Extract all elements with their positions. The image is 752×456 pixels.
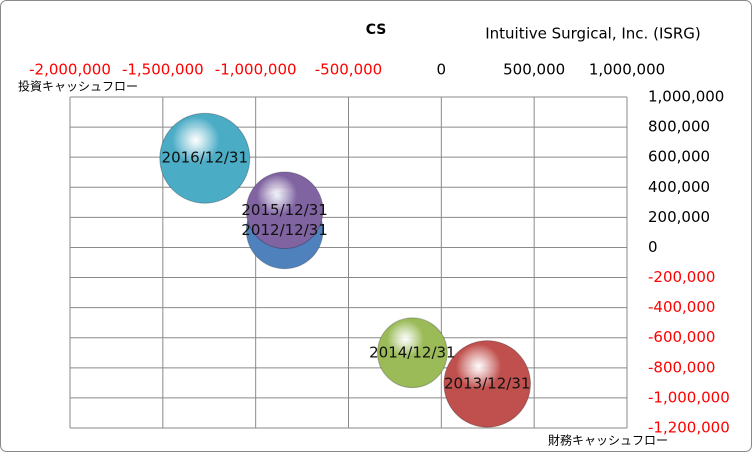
y-tick-label: 200,000	[648, 208, 710, 226]
bubble	[377, 317, 448, 389]
y-tick-label: 800,000	[648, 118, 710, 136]
x-tick-label: 0	[437, 61, 447, 79]
y-tick-label: -1,200,000	[648, 419, 730, 437]
y-tick-label: -600,000	[648, 328, 715, 346]
x-tick-label: 1,000,000	[589, 61, 665, 79]
x-tick-label: 500,000	[503, 61, 565, 79]
bubble	[245, 171, 324, 250]
x-tick-label: -1,500,000	[122, 61, 204, 79]
y-axis-title: 財務キャッシュフロー	[548, 433, 668, 448]
y-tick-label: -200,000	[648, 268, 715, 286]
bubble	[159, 112, 251, 204]
x-axis-title: 投資キャッシュフロー	[18, 79, 138, 94]
bubble	[443, 340, 531, 428]
y-tick-label: 1,000,000	[648, 88, 724, 106]
y-tick-label: -800,000	[648, 358, 715, 376]
y-tick-label: -400,000	[648, 298, 715, 316]
data-label: 2016/12/31	[162, 149, 248, 167]
chart-subtitle: Intuitive Surgical, Inc. (ISRG)	[485, 25, 701, 43]
data-label: 2014/12/31	[369, 343, 455, 361]
y-tick-label: 600,000	[648, 148, 710, 166]
y-tick-label: 0	[648, 238, 658, 256]
y-tick-label: 400,000	[648, 178, 710, 196]
data-label: 2012/12/31	[241, 221, 327, 239]
x-tick-label: -2,000,000	[29, 61, 111, 79]
x-tick-label: -500,000	[315, 61, 382, 79]
data-label: 2013/12/31	[444, 374, 530, 392]
chart-title: CS	[366, 22, 387, 38]
data-label: 2015/12/31	[241, 201, 327, 219]
x-tick-label: -1,000,000	[215, 61, 297, 79]
y-tick-label: -1,000,000	[648, 388, 730, 406]
